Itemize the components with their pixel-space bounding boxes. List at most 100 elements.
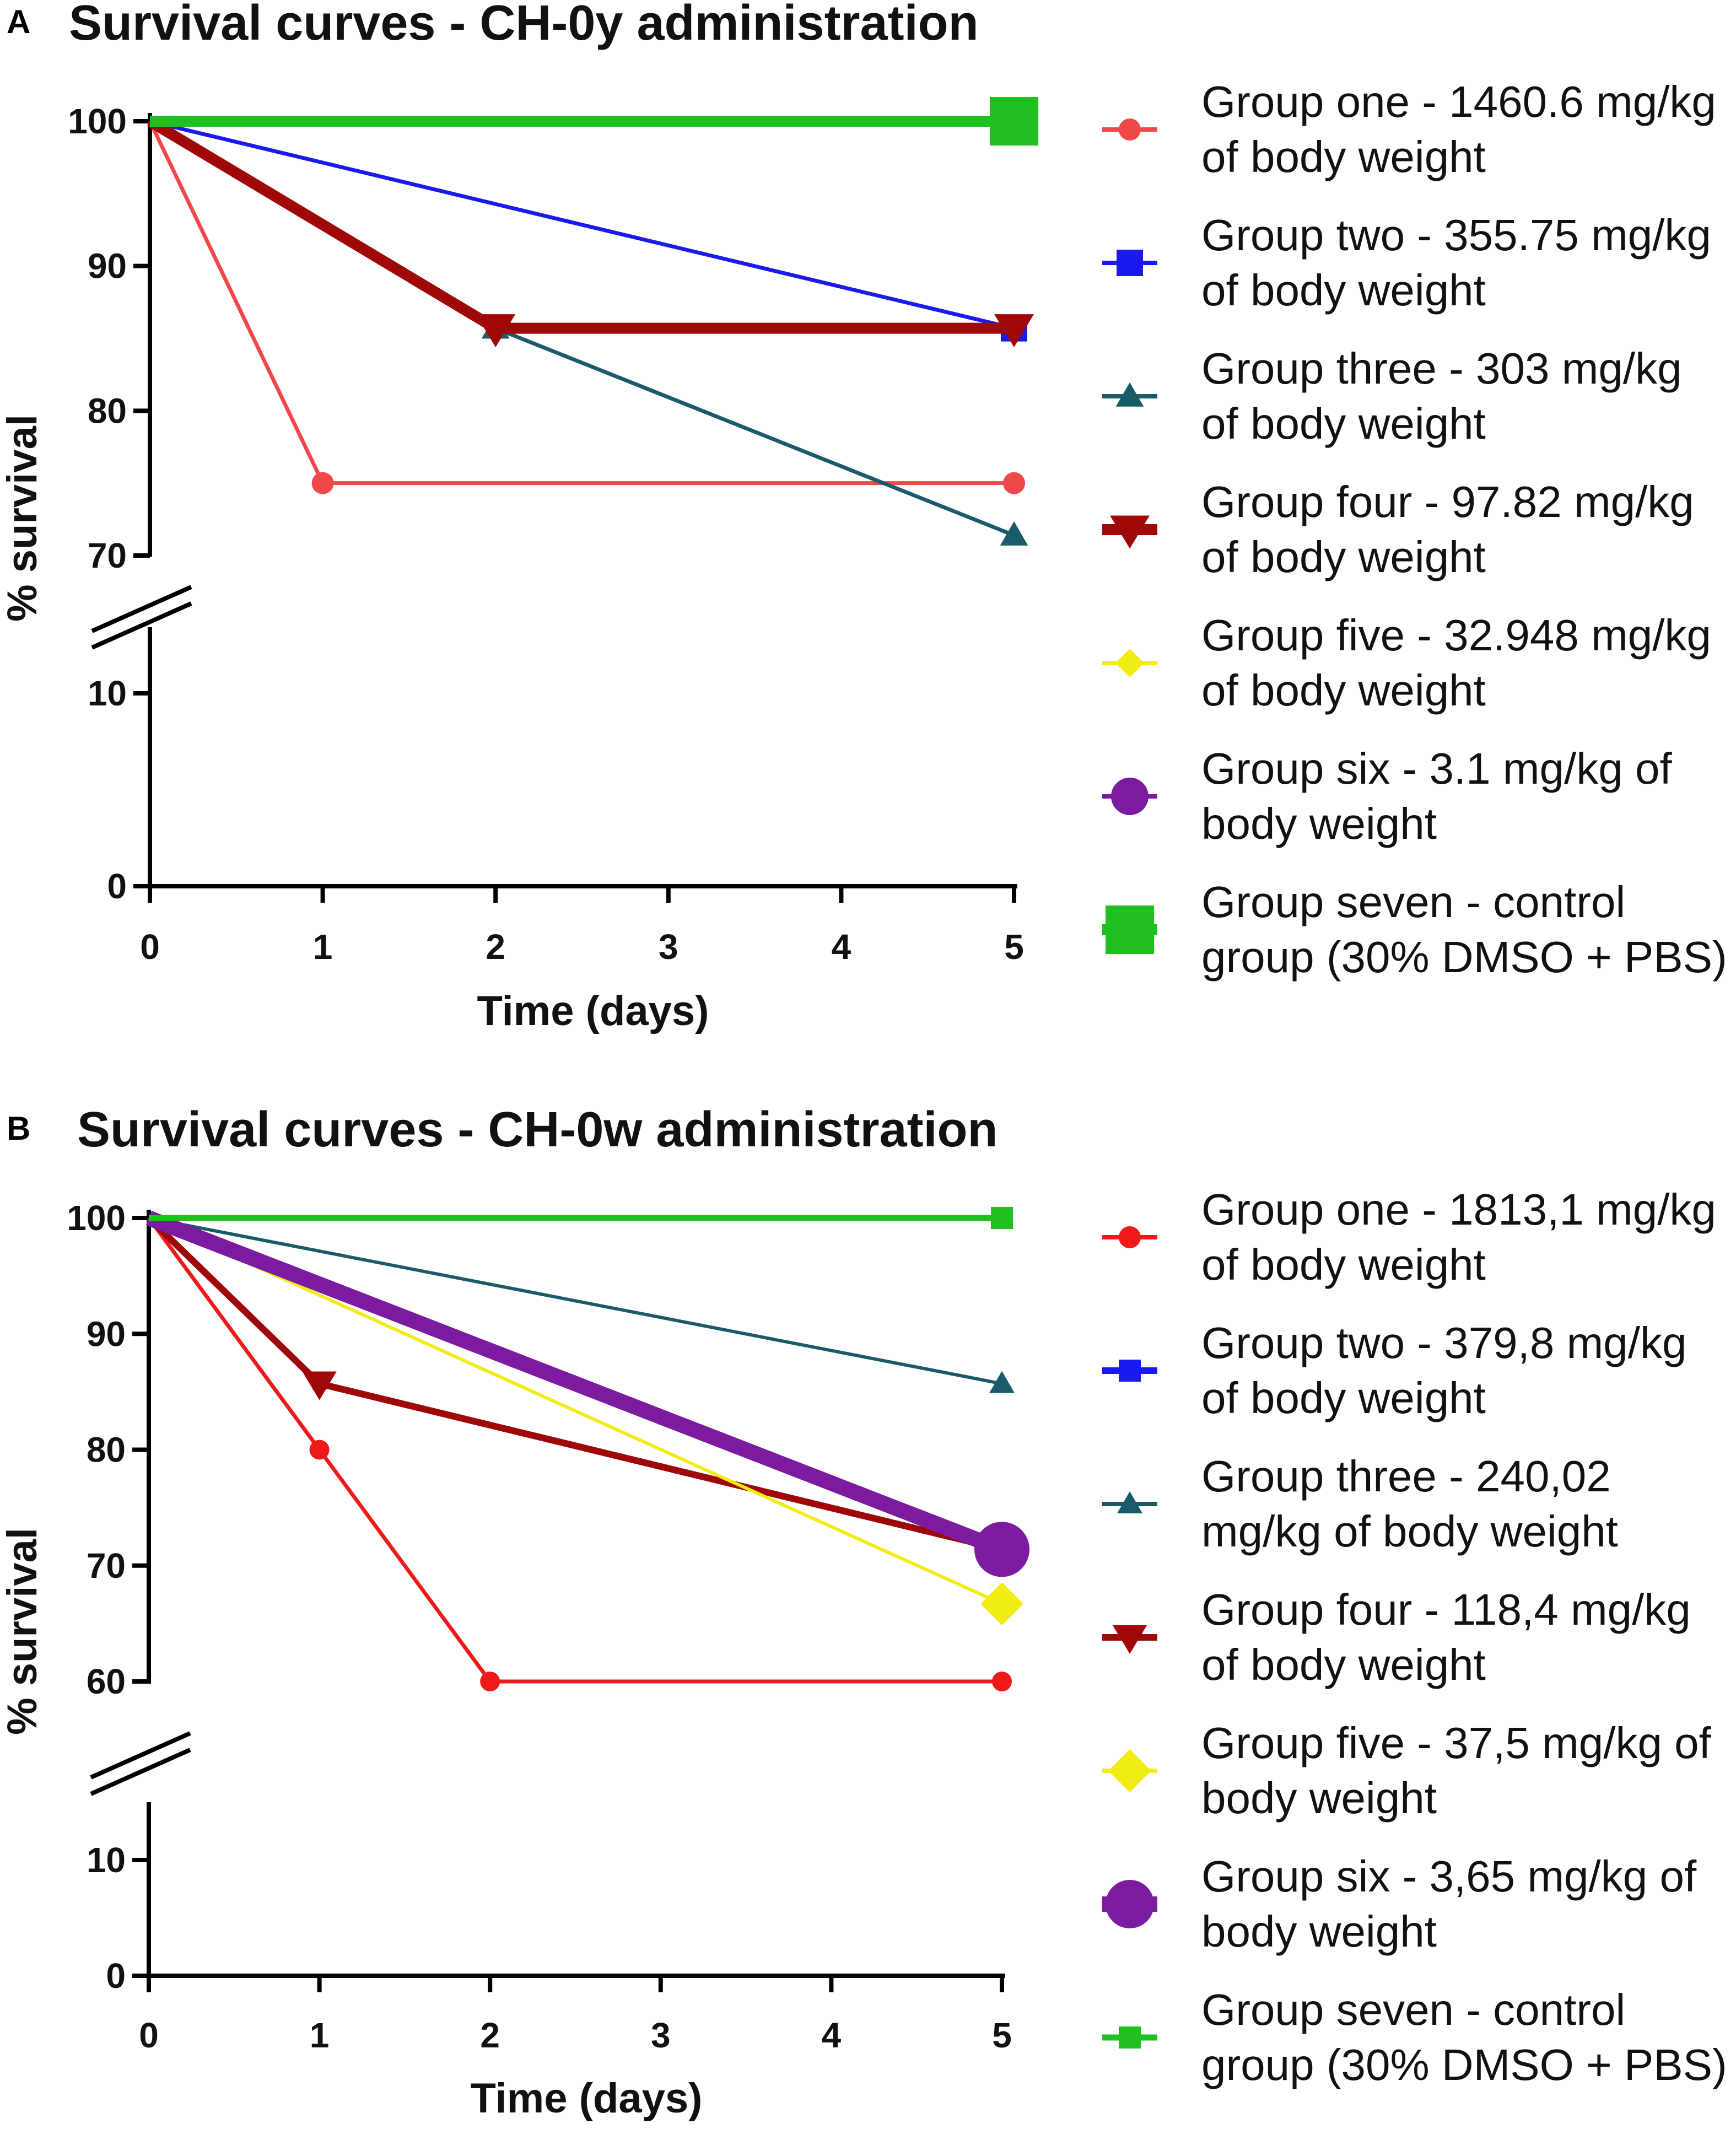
legend-label: Group two - 355.75 mg/kg of body weight <box>1201 211 1711 315</box>
x-tick-label: 5 <box>992 2015 1012 2055</box>
survival-chart-b: B Survival curves - CH-0w administration 6… <box>0 1102 1029 2122</box>
axis-break <box>90 1731 191 1796</box>
data-point <box>302 1371 337 1400</box>
x-tick-label: 0 <box>139 2015 159 2055</box>
legend-marker <box>1102 778 1157 815</box>
legend-label: Group four - 118,4 mg/kg of body weight <box>1201 1585 1691 1689</box>
legend-marker-symbol <box>1117 1491 1142 1513</box>
y-tick-label: 80 <box>88 391 127 430</box>
data-point <box>476 314 516 348</box>
y-tick-label: 10 <box>88 673 127 713</box>
series-line <box>148 120 1014 486</box>
panel-letter: A <box>7 3 30 40</box>
series-group-one-1813-1-mg-kg-of-body-weight <box>147 1216 1012 1691</box>
data-point <box>980 1582 1023 1626</box>
legend-marker <box>1102 1226 1157 1248</box>
series-line <box>149 119 1015 331</box>
legend-marker-symbol <box>1119 1226 1141 1248</box>
legend-marker <box>1102 2026 1157 2049</box>
y-axis-label: % survival <box>0 1528 46 1735</box>
legend-marker <box>1102 1880 1157 1928</box>
x-tick-label: 3 <box>651 2015 671 2055</box>
y-tick-label: 70 <box>88 536 127 575</box>
y-tick-label: 70 <box>87 1546 126 1586</box>
series-group-two-355-75-mg-kg-of-body-weight <box>149 119 1027 342</box>
legend-label: Group seven - control group (30% DMSO + … <box>1201 877 1727 982</box>
data-point <box>991 1207 1013 1229</box>
legend-marker <box>1102 649 1157 677</box>
legend-marker <box>1102 905 1157 954</box>
legend-marker-symbol <box>1117 250 1143 276</box>
legend-marker <box>1102 1360 1157 1382</box>
legend-marker <box>1102 250 1157 276</box>
y-tick-label: 90 <box>87 1314 126 1354</box>
legend-label: Group six - 3,65 mg/kg of body weight <box>1201 1852 1697 1956</box>
legend-label: Group three - 240,02 mg/kg of body weigh… <box>1201 1452 1618 1556</box>
legend-label: Group six - 3.1 mg/kg of body weight <box>1201 744 1672 848</box>
x-axis-label: Time (days) <box>471 2075 703 2122</box>
data-point <box>311 472 334 494</box>
y-tick-label: 0 <box>106 1956 126 1996</box>
x-tick-label: 4 <box>822 2015 842 2055</box>
x-tick-label: 2 <box>486 927 505 967</box>
series-line <box>148 1216 1003 1605</box>
panel-letter: B <box>7 1110 30 1147</box>
panel-b: B Survival curves - CH-0w administration 6… <box>0 1097 1736 2140</box>
series-group-seven-control-group-30-dmso-pbs <box>150 97 1038 145</box>
x-axis-label: Time (days) <box>477 988 709 1034</box>
series-group-one-1460-6-mg-kg-of-body-weight <box>148 120 1025 494</box>
data-point <box>480 1672 500 1691</box>
series-group-four-97-82-mg-kg-of-body-weight <box>147 116 1034 348</box>
series-line <box>148 1216 1002 1386</box>
data-point <box>990 97 1038 145</box>
x-tick-label: 0 <box>140 927 160 967</box>
legend-marker <box>1102 1625 1157 1654</box>
data-point <box>974 1522 1029 1577</box>
legend-marker-symbol <box>1110 515 1150 549</box>
series-group-six-3-65-mg-kg-of-body-weight <box>145 1210 1029 1577</box>
legend-marker-symbol <box>1119 118 1141 141</box>
data-point <box>309 1440 330 1460</box>
legend-label: Group four - 97.82 mg/kg of body weight <box>1201 477 1694 581</box>
survival-chart-a: A Survival curves - CH-0y administration 7… <box>0 0 1038 1034</box>
series-line <box>147 1216 1002 1684</box>
chart-title: Survival curves - CH-0w administration <box>77 1102 998 1157</box>
legend-label: Group five - 37,5 mg/kg of body weight <box>1201 1718 1711 1823</box>
legend-label: Group three - 303 mg/kg of body weight <box>1201 344 1682 448</box>
y-tick-label: 0 <box>107 866 127 906</box>
legend-marker-symbol <box>1115 649 1144 677</box>
chart-title: Survival curves - CH-0y administration <box>69 0 979 51</box>
legend-label: Group two - 379,8 mg/kg of body weight <box>1201 1318 1687 1422</box>
series-group-three-240-02-mg-kg-of-body-weight <box>148 1216 1015 1393</box>
data-point <box>1000 521 1028 546</box>
legend-marker-symbol <box>1119 1360 1141 1382</box>
x-tick-label: 3 <box>659 927 678 967</box>
legend-marker <box>1102 382 1157 407</box>
axis-break <box>91 585 192 650</box>
y-tick-label: 100 <box>67 1198 126 1238</box>
legend-marker-symbol <box>1112 1625 1147 1654</box>
x-tick-label: 1 <box>310 2015 330 2055</box>
series-group-five-37-5-mg-kg-of-body-weight <box>148 1216 1023 1626</box>
series-group-seven-control-group-30-dmso-pbs <box>149 1207 1013 1229</box>
legend-label: Group five - 32.948 mg/kg of body weight <box>1201 611 1711 715</box>
series-line <box>145 1210 1005 1557</box>
legend-marker <box>1102 1491 1157 1513</box>
x-tick-label: 1 <box>313 927 333 967</box>
y-tick-label: 10 <box>87 1840 126 1880</box>
y-axis-label: % survival <box>0 414 46 622</box>
legend-marker-symbol <box>1119 2026 1141 2049</box>
legend-marker-symbol <box>1115 382 1144 407</box>
legend-marker-symbol <box>1106 1880 1154 1928</box>
y-tick-label: 80 <box>87 1430 126 1470</box>
x-tick-label: 2 <box>480 2015 500 2055</box>
legend-marker-symbol <box>1111 778 1149 815</box>
legend-marker-symbol <box>1108 1749 1151 1792</box>
data-point <box>994 314 1034 348</box>
x-tick-label: 5 <box>1004 927 1024 967</box>
data-point <box>989 1371 1015 1393</box>
data-point <box>992 1672 1012 1691</box>
legend-label: Group one - 1460.6 mg/kg of body weight <box>1201 77 1716 181</box>
legend-marker <box>1102 515 1157 549</box>
y-tick-label: 60 <box>87 1662 126 1701</box>
